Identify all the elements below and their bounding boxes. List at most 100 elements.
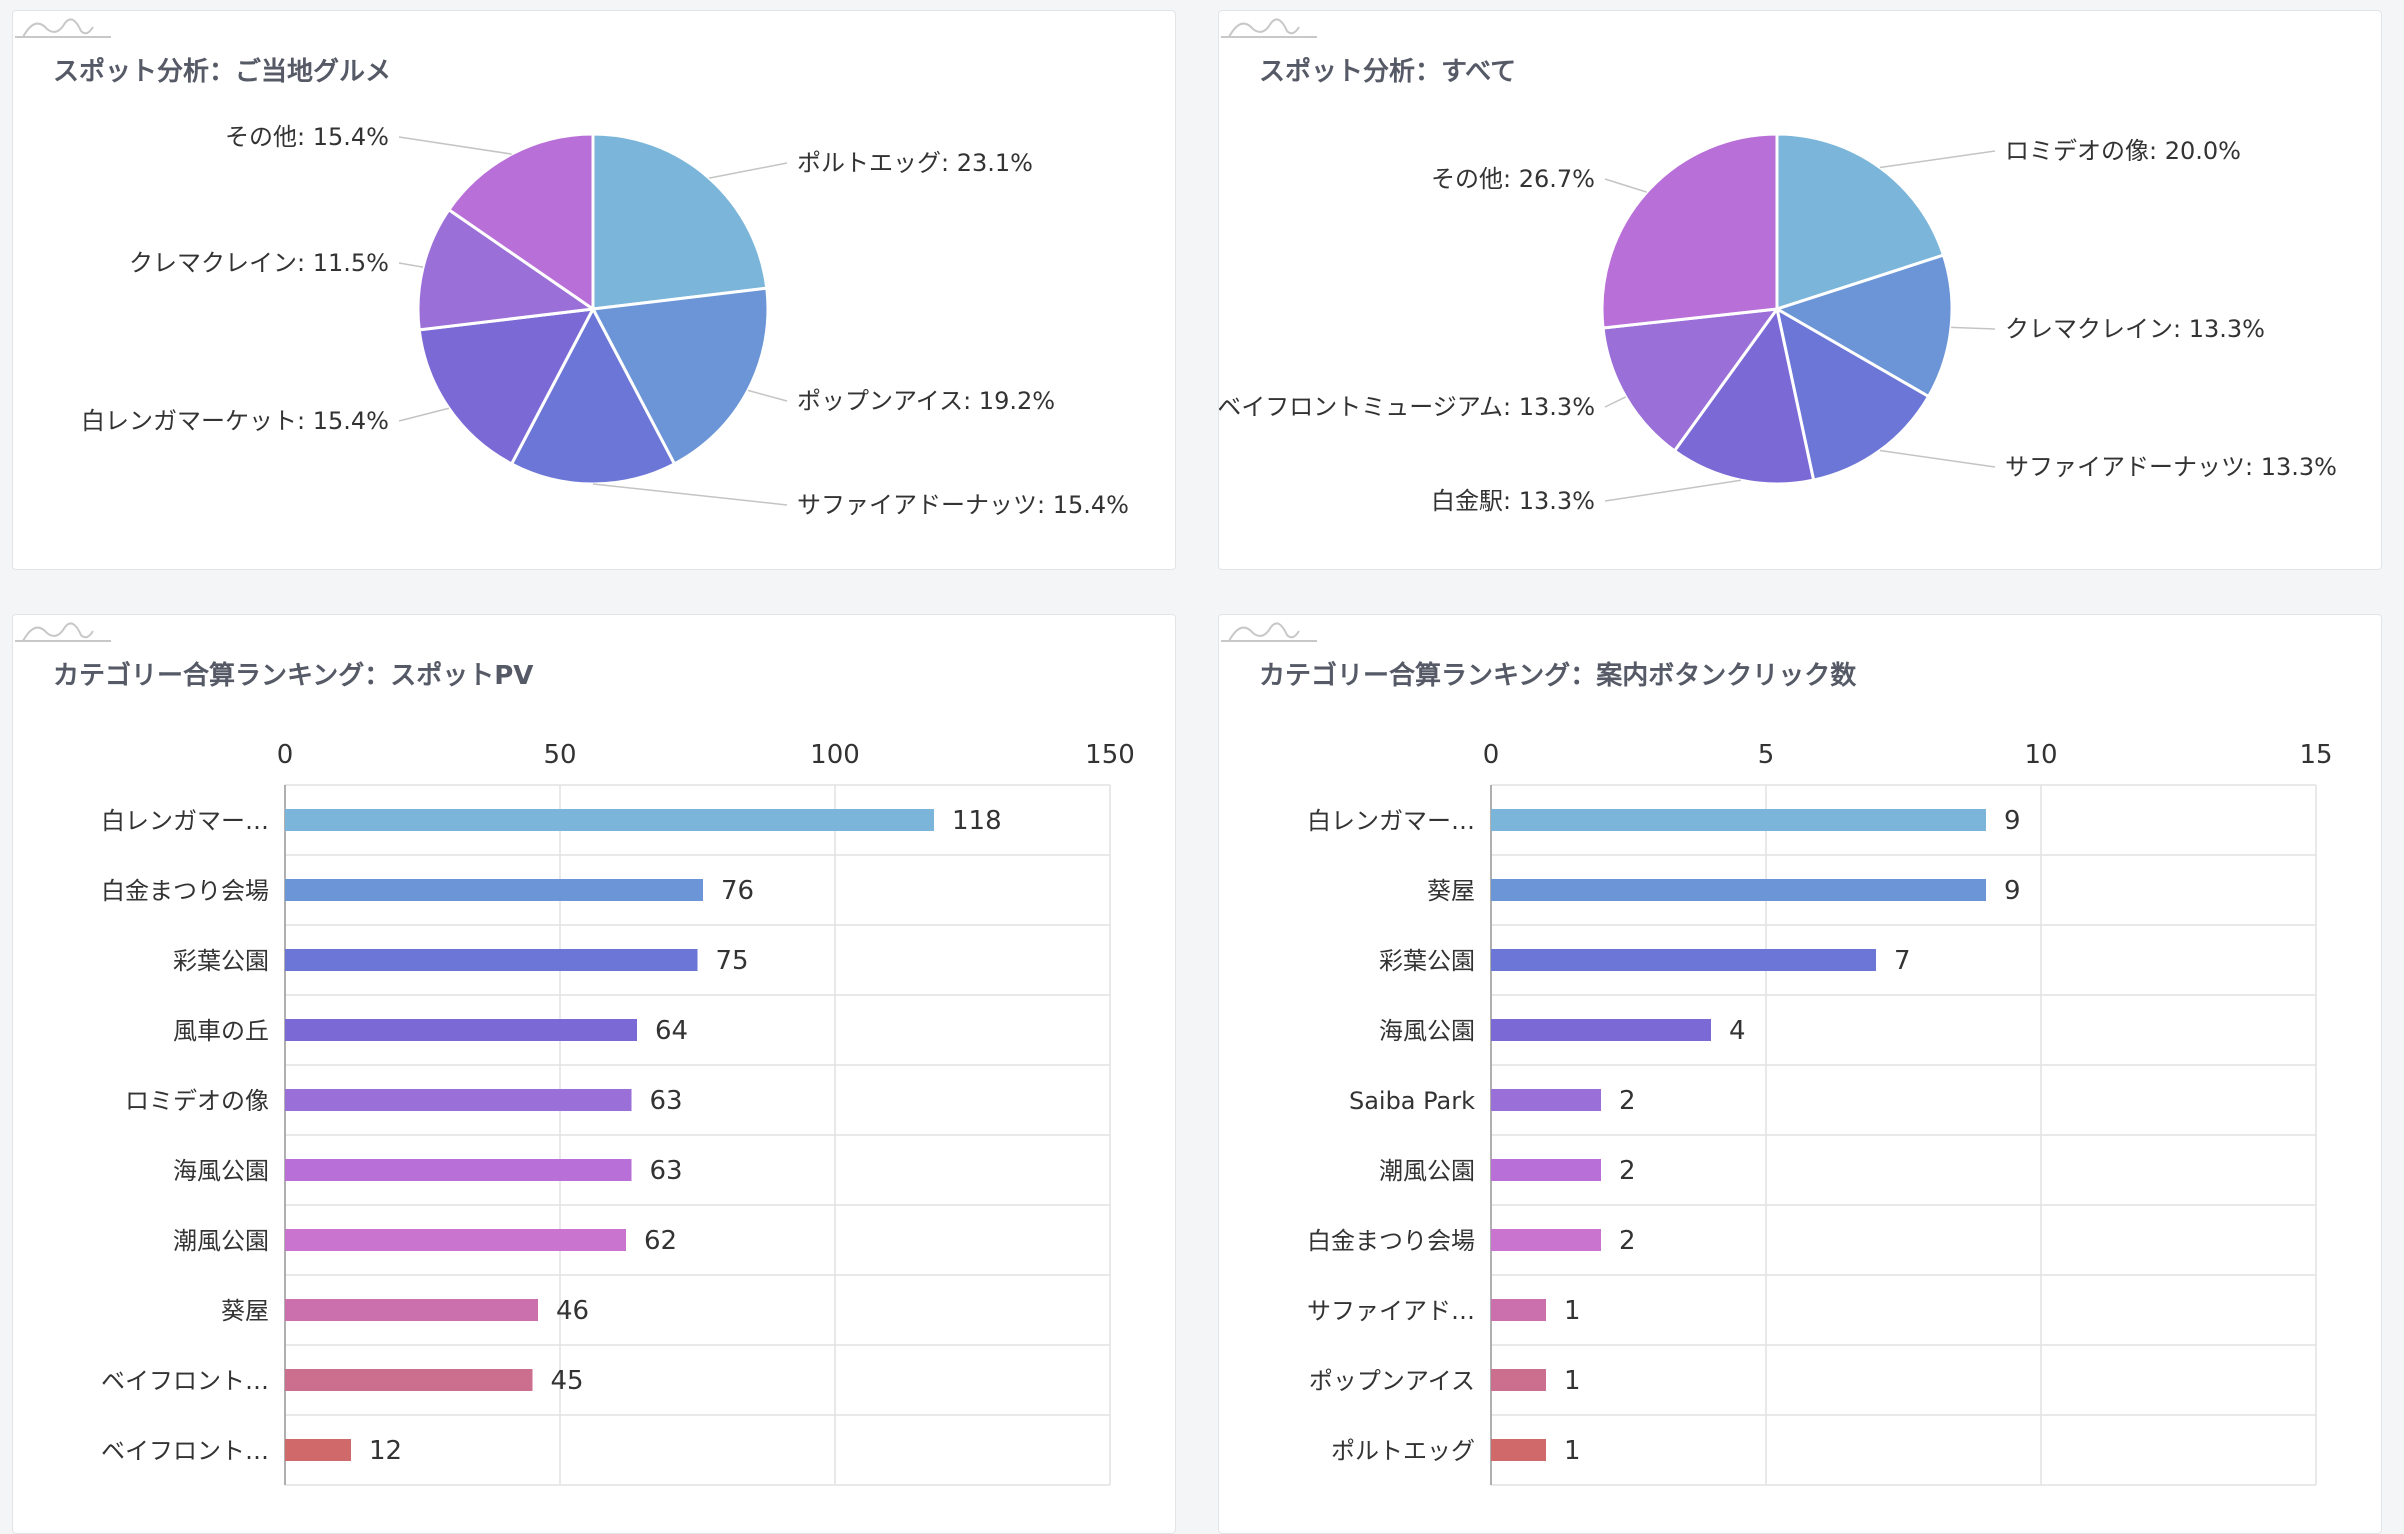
category-label: 白レンガマー… — [101, 807, 269, 835]
pie-slice[interactable] — [416, 207, 598, 332]
bar[interactable] — [1491, 1369, 1546, 1391]
category-label: ロミデオの像 — [125, 1087, 269, 1115]
category-label: ポルトエッグ — [1331, 1437, 1475, 1465]
pie-leader-line — [1879, 449, 1996, 468]
category-label: ベイフロント… — [101, 1367, 269, 1395]
bar[interactable] — [1491, 1299, 1546, 1321]
bar-value-label: 1 — [1564, 1436, 1581, 1466]
category-label: 海風公園 — [173, 1157, 269, 1185]
category-label: 風車の丘 — [173, 1017, 269, 1045]
pie-slice-label: 白レンガマーケット: 15.4% — [81, 407, 389, 435]
x-tick-label: 15 — [2299, 740, 2332, 770]
chart-logo-icon — [1221, 622, 1317, 642]
bar[interactable] — [285, 949, 698, 971]
bar[interactable] — [1491, 1159, 1601, 1181]
pie-leader-line — [592, 483, 788, 506]
bar[interactable] — [285, 1019, 637, 1041]
bar[interactable] — [285, 1089, 632, 1111]
bar[interactable] — [285, 1229, 626, 1251]
bar-panel-spot-pv: カテゴリー合算ランキング：スポットPV 0 50 100 150 白レンガマー… 118 白… — [12, 614, 1176, 1534]
pie-slice[interactable] — [590, 286, 770, 466]
pie-slice[interactable] — [1601, 307, 1781, 453]
bar-value-label: 46 — [556, 1296, 589, 1326]
pie-slice[interactable] — [1672, 305, 1816, 486]
category-label: 潮風公園 — [1379, 1157, 1475, 1185]
category-label: 白レンガマー… — [1307, 807, 1475, 835]
pie-chart-all: ロミデオの像: 20.0% クレマクレイン: 13.3% サファイアドーナッツ: 1… — [1219, 132, 2337, 515]
pie-slice[interactable] — [1774, 306, 1931, 482]
bar[interactable] — [1491, 1089, 1601, 1111]
bar-value-label: 9 — [2004, 876, 2021, 906]
category-label: 海風公園 — [1379, 1017, 1475, 1045]
x-tick-label: 0 — [277, 740, 294, 770]
panel-title: スポット分析：ご当地グルメ — [53, 57, 392, 87]
pie-slice-label: サファイアドーナッツ: 13.3% — [2005, 453, 2337, 481]
bar[interactable] — [1491, 1439, 1546, 1461]
bar[interactable] — [285, 879, 703, 901]
pie-slice[interactable] — [417, 307, 596, 466]
pie-leader-line — [1951, 326, 1996, 330]
pie-leader-line — [1604, 396, 1627, 408]
pie-leader-line — [708, 162, 788, 179]
x-tick-label: 5 — [1758, 740, 1775, 770]
bar[interactable] — [285, 1159, 632, 1181]
category-label: 白金まつり会場 — [1307, 1227, 1475, 1255]
bar-value-label: 2 — [1619, 1086, 1636, 1116]
pie-slice[interactable] — [591, 132, 769, 311]
bar[interactable] — [285, 1439, 351, 1461]
bar-value-label: 1 — [1564, 1296, 1581, 1326]
bar-value-label: 12 — [369, 1436, 402, 1466]
bar-chart-guide-clicks: 0 5 10 15 白レンガマー… 9 葵屋 9 彩葉公園 7 海風公園 4 Saiba Park 2 潮風… — [1307, 740, 2333, 1486]
bar[interactable] — [285, 1369, 533, 1391]
bar-value-label: 75 — [716, 946, 749, 976]
bar-value-label: 63 — [650, 1086, 683, 1116]
pie-slice-label: その他: 15.4% — [225, 123, 389, 151]
pie-slice-label: ベイフロントミュージアム: 13.3% — [1219, 393, 1595, 421]
bar[interactable] — [1491, 879, 1986, 901]
pie-leader-line — [1604, 479, 1742, 502]
category-label: 葵屋 — [221, 1297, 269, 1325]
bar-value-label: 4 — [1729, 1016, 1746, 1046]
bar-value-label: 7 — [1894, 946, 1911, 976]
bar-value-label: 1 — [1564, 1366, 1581, 1396]
bar-value-label: 2 — [1619, 1226, 1636, 1256]
category-label: 彩葉公園 — [173, 947, 269, 975]
x-tick-label: 0 — [1483, 740, 1500, 770]
category-label: 白金まつり会場 — [101, 877, 269, 905]
bar[interactable] — [1491, 1229, 1601, 1251]
bar-value-label: 62 — [644, 1226, 677, 1256]
pie-panel-all: スポット分析：すべて ロミデオの像: 20.0% クレマクレイン: 13.3% サフ… — [1218, 10, 2382, 570]
category-label: Saiba Park — [1349, 1087, 1475, 1115]
bar-value-label: 9 — [2004, 806, 2021, 836]
pie-panel-local-gourmet: スポット分析：ご当地グルメ ポルトエッグ: 23.1% ポップンアイス: 19.2… — [12, 10, 1176, 570]
bar[interactable] — [1491, 1019, 1711, 1041]
pie-slice-label: サファイアドーナッツ: 15.4% — [797, 491, 1129, 519]
pie-slice-label: クレマクレイン: 11.5% — [129, 249, 389, 277]
category-label: ポップンアイス — [1309, 1367, 1475, 1395]
bar[interactable] — [285, 809, 934, 831]
bar-panel-guide-clicks: カテゴリー合算ランキング：案内ボタンクリック数 0 5 10 15 白レンガマー… 9 葵屋… — [1218, 614, 2382, 1534]
pie-leader-line — [398, 136, 512, 155]
x-tick-label: 150 — [1085, 740, 1135, 770]
x-tick-label: 10 — [2024, 740, 2057, 770]
pie-slice-label: ロミデオの像: 20.0% — [2005, 137, 2241, 165]
x-tick-label: 100 — [810, 740, 860, 770]
pie-slice[interactable] — [509, 305, 677, 486]
pie-slice[interactable] — [1600, 132, 1779, 330]
bar-value-label: 64 — [655, 1016, 688, 1046]
chart-logo-icon — [1221, 18, 1317, 38]
bar-chart-spot-pv: 0 50 100 150 白レンガマー… 118 白金まつり会場 76 彩葉公園 75 風車の丘 64… — [101, 740, 1135, 1486]
pie-leader-line — [398, 262, 424, 268]
bar-value-label: 118 — [952, 806, 1002, 836]
pie-leader-line — [1879, 150, 1996, 169]
x-tick-label: 50 — [543, 740, 576, 770]
panel-title: カテゴリー合算ランキング：案内ボタンクリック数 — [1259, 661, 1857, 691]
bar[interactable] — [1491, 949, 1876, 971]
pie-slice[interactable] — [1773, 253, 1954, 399]
bar[interactable] — [285, 1299, 538, 1321]
chart-logo-icon — [15, 18, 111, 38]
bar[interactable] — [1491, 809, 1986, 831]
bar-value-label: 63 — [650, 1156, 683, 1186]
category-label: サファイアド… — [1307, 1297, 1475, 1325]
pie-slice[interactable] — [446, 132, 595, 312]
